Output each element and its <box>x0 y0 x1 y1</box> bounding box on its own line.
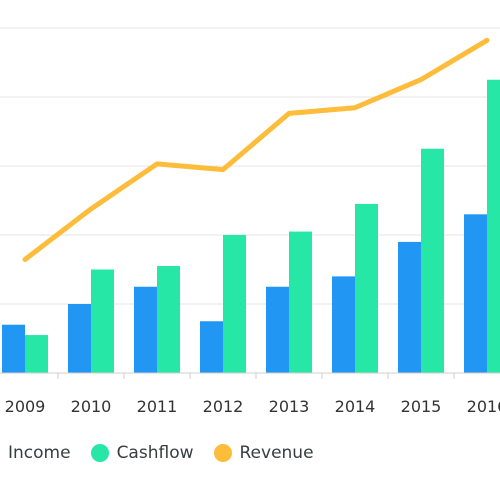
x-tick-label-2011: 2011 <box>137 397 178 416</box>
x-tick-label-2014: 2014 <box>335 397 376 416</box>
bar-income-2012[interactable] <box>200 321 223 373</box>
bar-cashflow-2016[interactable] <box>487 79 500 373</box>
x-tick-label-2012: 2012 <box>203 397 244 416</box>
legend-item-revenue[interactable]: Revenue <box>213 443 314 463</box>
bar-income-2016[interactable] <box>464 214 487 373</box>
x-axis-ticks: 2009 2010 2011 2012 2013 2014 2015 2016 <box>5 373 500 416</box>
bar-series <box>2 79 500 374</box>
bar-cashflow-2014[interactable] <box>355 203 378 373</box>
bar-income-2015[interactable] <box>398 241 421 373</box>
bar-income-2010[interactable] <box>68 304 91 373</box>
x-tick-label-2013: 2013 <box>269 397 310 416</box>
legend-item-cashflow[interactable]: Cashflow <box>90 443 194 463</box>
x-tick-label-2015: 2015 <box>401 397 442 416</box>
bar-cashflow-2011[interactable] <box>157 266 180 373</box>
legend-label-cashflow: Cashflow <box>116 443 194 463</box>
line-revenue[interactable] <box>22 37 490 262</box>
line-series <box>22 37 490 262</box>
legend-label-revenue: Revenue <box>239 443 314 463</box>
bar-income-2009[interactable] <box>2 324 25 373</box>
bar-income-2011[interactable] <box>134 286 157 373</box>
bar-income-2013[interactable] <box>266 286 289 373</box>
legend-marker-revenue <box>213 444 232 462</box>
bar-cashflow-2009[interactable] <box>25 335 48 373</box>
x-tick-label-2010: 2010 <box>71 397 112 416</box>
x-tick-label-2016: 2016 <box>467 397 500 416</box>
bar-cashflow-2012[interactable] <box>223 235 246 373</box>
bar-cashflow-2013[interactable] <box>289 231 312 373</box>
x-tick-label-2009: 2009 <box>5 397 46 416</box>
legend-item-income[interactable]: Income <box>0 443 71 463</box>
legend-marker-cashflow <box>90 444 109 462</box>
legend: Income Cashflow Revenue <box>0 441 334 465</box>
legend-label-income: Income <box>8 443 71 463</box>
bar-income-2014[interactable] <box>332 276 355 373</box>
bar-cashflow-2010[interactable] <box>91 269 114 374</box>
bar-cashflow-2015[interactable] <box>421 148 444 373</box>
